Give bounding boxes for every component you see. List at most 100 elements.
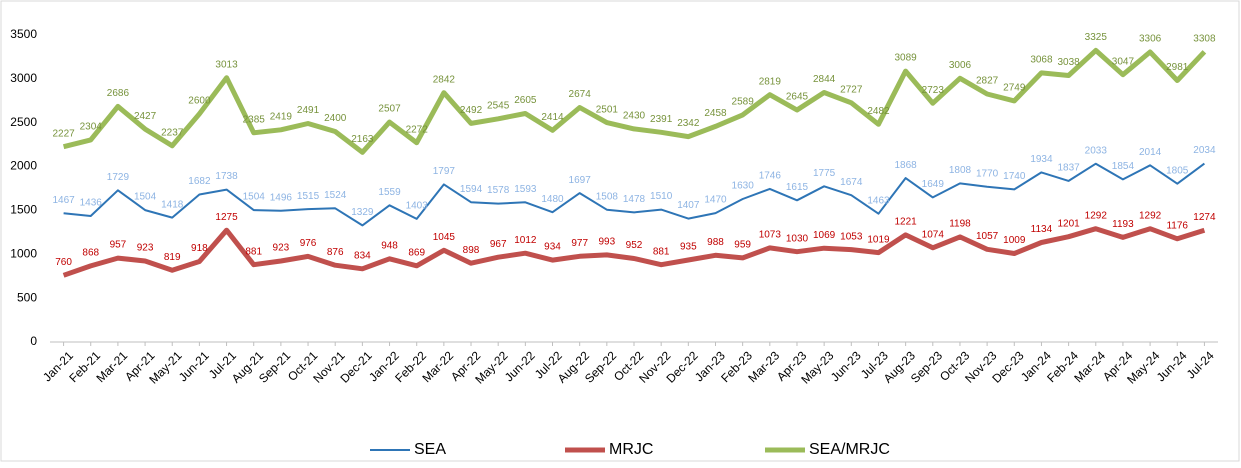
data-label: 1515 [297,191,320,202]
data-label: 3013 [215,59,238,70]
data-label: 2430 [623,110,646,121]
y-tick-label: 1500 [10,203,37,217]
data-label: 1221 [895,217,918,228]
data-label: 1868 [895,160,918,171]
data-label: 898 [463,245,480,256]
data-label: 2507 [378,104,401,115]
data-label: 1837 [1057,163,1080,174]
data-label: 2674 [569,89,592,100]
data-label: 1682 [188,176,211,187]
data-label: 1508 [596,191,619,202]
data-label: 1193 [1112,219,1134,230]
data-label: 1019 [867,234,890,245]
data-label: 1198 [949,219,971,230]
data-label: 2727 [840,84,863,95]
data-label: 1697 [569,175,592,186]
legend-label: SEA [414,441,446,458]
data-label: 3089 [895,53,918,64]
y-tick-label: 3500 [10,27,37,41]
data-label: 952 [626,240,643,251]
data-label: 1176 [1166,220,1188,231]
series-line [62,47,1207,155]
data-label: 3308 [1193,33,1216,44]
data-label: 935 [680,242,697,253]
data-label: 934 [544,242,561,253]
data-label: 1403 [406,201,429,212]
data-label: 881 [653,246,670,257]
data-label: 2385 [243,114,266,125]
series-line [62,226,1206,278]
data-label: 1467 [52,195,75,206]
data-label: 1504 [243,192,266,203]
data-label: 1808 [949,165,972,176]
data-label: 1012 [514,235,537,246]
y-tick-label: 3000 [10,71,37,85]
data-label: 1649 [922,179,945,190]
data-label: 1797 [433,166,456,177]
data-label: 760 [55,257,72,268]
data-label: 876 [327,247,344,258]
y-tick-label: 500 [17,290,37,304]
y-tick-label: 2000 [10,159,37,173]
data-label: 2419 [270,111,293,122]
data-label: 1074 [922,229,945,240]
data-label: 1436 [80,198,103,209]
data-label: 1275 [215,212,238,223]
data-label: 1740 [1003,171,1026,182]
data-label: 2819 [759,76,782,87]
data-label: 1496 [270,192,293,203]
data-label: 2600 [188,96,211,107]
data-label: 881 [245,246,262,257]
data-label: 2014 [1139,147,1162,158]
data-label: 2414 [541,112,564,123]
data-label: 834 [354,250,371,261]
data-label: 868 [82,248,99,259]
data-label: 1009 [1003,235,1026,246]
data-label: 1524 [324,190,347,201]
data-label: 2227 [52,128,75,139]
data-label: 948 [381,240,398,251]
data-label: 1073 [759,230,782,241]
data-label: 1478 [623,194,646,205]
data-label: 1053 [840,231,863,242]
data-label: 2981 [1166,62,1189,73]
data-label: 2391 [650,114,673,125]
data-label: 2342 [677,118,700,129]
data-label: 1854 [1112,161,1135,172]
data-label: 1292 [1085,210,1108,221]
data-label: 2491 [297,105,320,116]
data-label: 2163 [351,134,374,145]
data-label: 959 [734,240,751,251]
data-label: 2501 [596,104,619,115]
data-label: 1030 [786,233,809,244]
data-label: 1729 [107,172,130,183]
data-label: 2605 [514,95,537,106]
data-label: 1274 [1193,212,1216,223]
data-label: 3068 [1030,55,1053,66]
data-label: 1934 [1030,154,1053,165]
data-label: 1504 [134,192,157,203]
data-label: 2400 [324,113,347,124]
data-label: 2033 [1085,145,1108,156]
data-label: 957 [110,240,127,251]
data-label: 2723 [922,85,945,96]
data-label: 1615 [786,182,809,193]
y-tick-label: 2500 [10,115,37,129]
data-label: 1418 [161,199,184,210]
data-label: 967 [490,239,507,250]
data-label: 2589 [732,97,755,108]
data-label: 3038 [1057,57,1080,68]
data-label: 2749 [1003,83,1026,94]
data-label: 1463 [867,195,890,206]
data-label: 1292 [1139,210,1162,221]
data-label: 976 [300,238,317,249]
y-tick-label: 1000 [10,246,37,260]
data-label: 1775 [813,168,836,179]
data-label: 3325 [1085,32,1108,43]
data-label: 2645 [786,92,809,103]
data-label: 2237 [161,127,184,138]
data-label: 2545 [487,100,510,111]
data-label: 1480 [541,194,564,205]
